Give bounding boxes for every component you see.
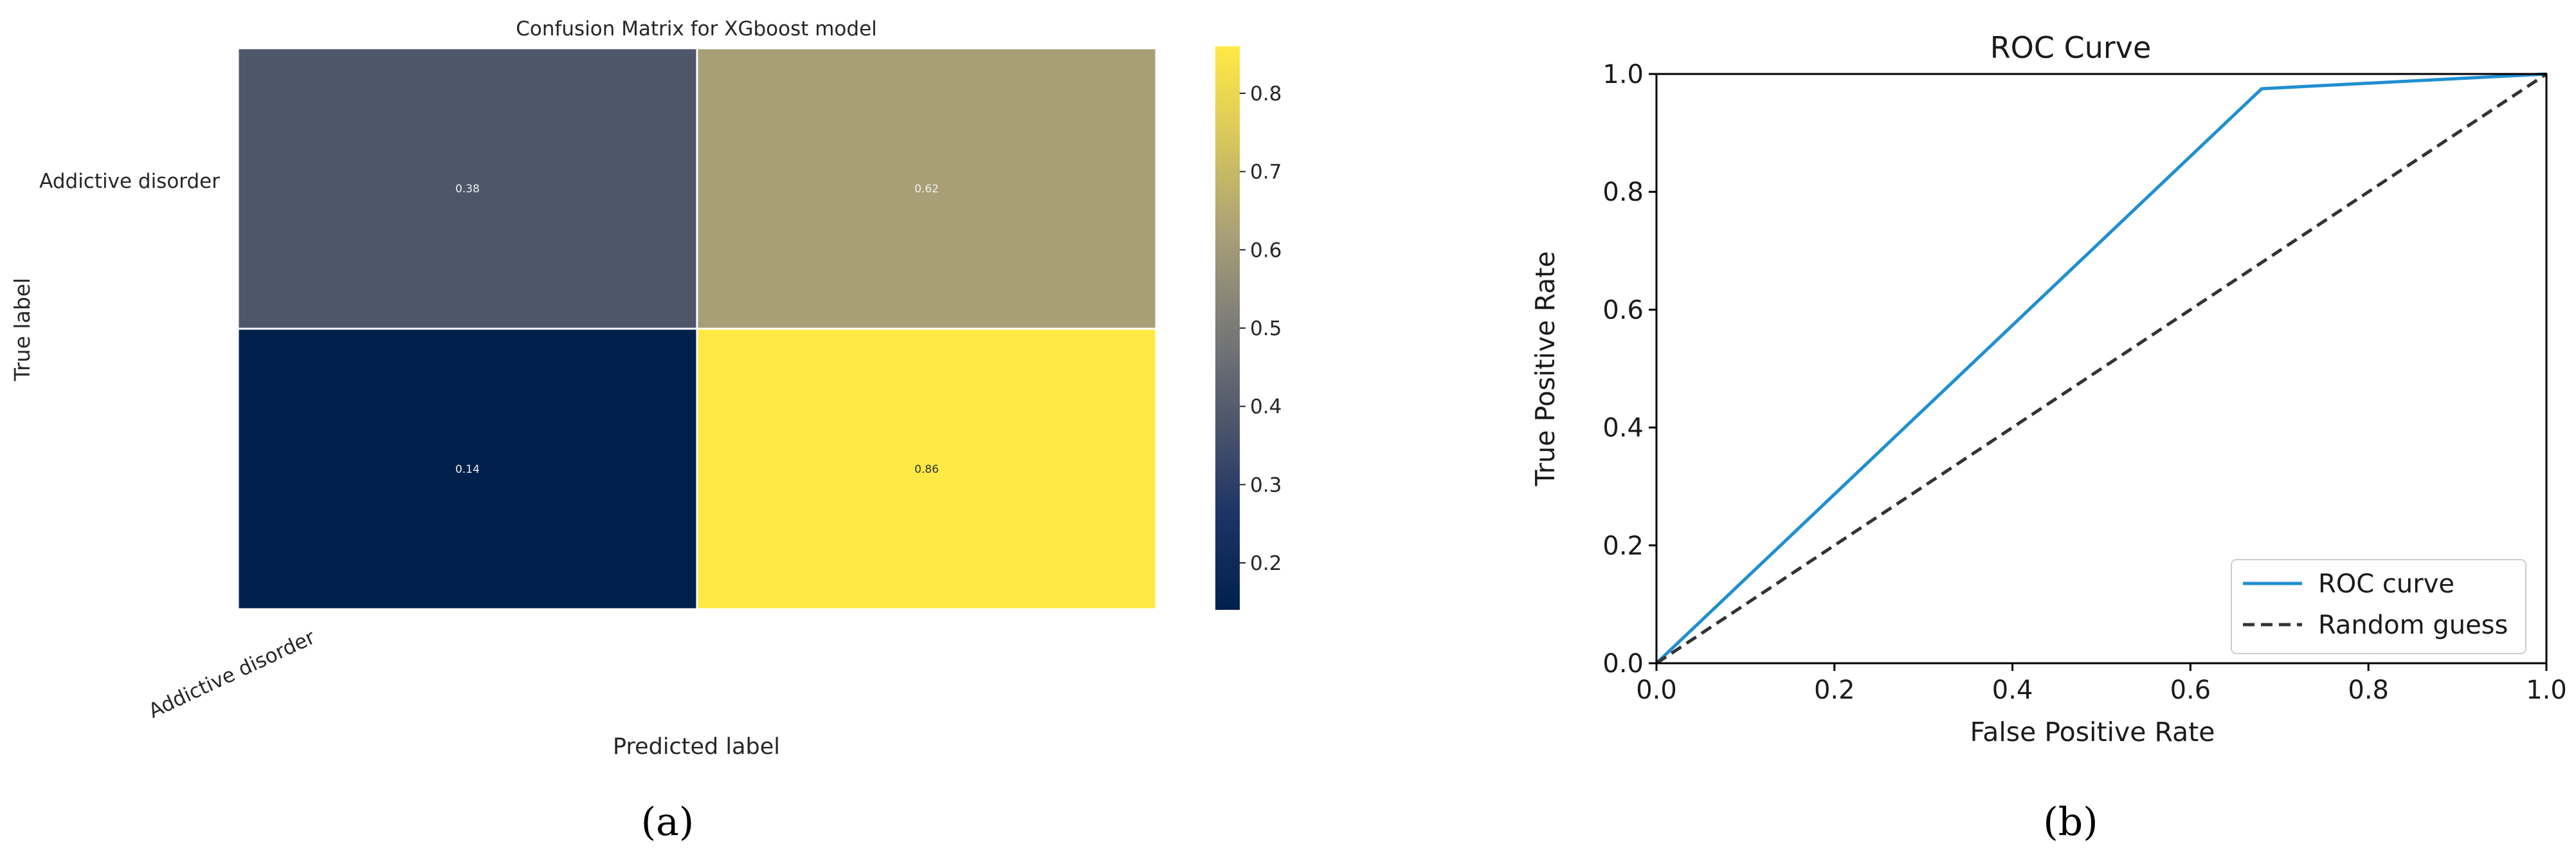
confusion-matrix-panel: Confusion Matrix for XGboost model 0.38 0…	[10, 17, 1282, 845]
roc-series-line-1	[1655, 72, 2548, 665]
colorbar-tick-label: 0.4	[1250, 396, 1282, 419]
roc-y-ticks: 0.0 0.2 0.4 0.6 0.8 1.0	[1602, 60, 1656, 679]
roc-x-tick-label: 0.0	[1636, 675, 1677, 705]
cm-cell-r1-c1	[696, 327, 1157, 610]
roc-x-tick-label: 0.6	[2170, 675, 2211, 705]
cm-cell-value-r1-c0: 0.14	[455, 463, 480, 476]
colorbar-tick-label: 0.6	[1250, 239, 1282, 262]
roc-legend-box	[2231, 559, 2526, 654]
roc-y-axis-label: True Positive Rate	[1530, 251, 1561, 486]
roc-x-tick-label: 0.4	[1992, 675, 2033, 705]
roc-series	[1655, 72, 2548, 665]
cm-cell-r0-c0	[237, 47, 698, 330]
confusion-matrix-cell-labels: 0.38 0.62 0.14 0.86	[455, 183, 939, 476]
roc-curve-panel: ROC Curve 0.0 0.2 0.4 0.6 0.8 1.0 0.00.20.40.…	[1530, 30, 2567, 845]
colorbar	[1215, 46, 1240, 610]
confusion-matrix-cells	[237, 47, 1157, 610]
y-axis-label: True label	[10, 278, 35, 381]
cm-cell-value-r1-c1: 0.86	[914, 463, 939, 476]
panel-a-caption: (a)	[641, 800, 694, 845]
roc-y-tick-label: 0.2	[1602, 531, 1644, 561]
colorbar-tick-label: 0.8	[1250, 82, 1282, 105]
x-axis-label: Predicted label	[613, 734, 780, 760]
roc-y-tick-label: 0.8	[1602, 178, 1644, 207]
confusion-matrix-title: Confusion Matrix for XGboost model	[516, 17, 877, 41]
roc-title: ROC Curve	[1990, 30, 2152, 65]
roc-x-tick-label: 0.2	[1814, 675, 1855, 705]
cm-cell-value-r0-c0: 0.38	[455, 183, 480, 196]
roc-y-tick-label: 0.4	[1602, 414, 1644, 443]
roc-y-tick-label: 1.0	[1602, 60, 1644, 89]
roc-y-tick-label: 0.0	[1602, 649, 1644, 679]
legend-label-random-guess: Random guess	[2318, 610, 2508, 640]
cm-cell-value-r0-c1: 0.62	[914, 183, 939, 196]
roc-series-line-0	[1655, 72, 2547, 665]
roc-x-ticks: 0.0 0.2 0.4 0.6 0.8 1.0	[1636, 663, 2567, 705]
colorbar-tick-label: 0.2	[1250, 552, 1282, 575]
roc-legend: ROC curve Random guess	[2231, 559, 2526, 654]
roc-x-axis-label: False Positive Rate	[1970, 717, 2215, 747]
cm-cell-r1-c0	[237, 327, 698, 610]
y-tick-label-addictive-disorder: Addictive disorder	[39, 170, 220, 193]
panel-b-caption: (b)	[2043, 800, 2098, 845]
cm-cell-r0-c1	[696, 47, 1157, 330]
colorbar-tick-label: 0.7	[1250, 161, 1282, 184]
roc-y-tick-label: 0.6	[1602, 295, 1644, 325]
colorbar-tick-label: 0.5	[1250, 317, 1282, 340]
colorbar-ticks: 0.2 0.3 0.4 0.5 0.6 0.7 0.8	[1240, 82, 1282, 575]
legend-label-roc-curve: ROC curve	[2318, 569, 2454, 599]
roc-x-tick-label: 1.0	[2526, 675, 2567, 705]
roc-x-tick-label: 0.8	[2348, 675, 2389, 705]
colorbar-tick-label: 0.3	[1250, 473, 1282, 497]
roc-plot-frame	[1655, 73, 2548, 665]
